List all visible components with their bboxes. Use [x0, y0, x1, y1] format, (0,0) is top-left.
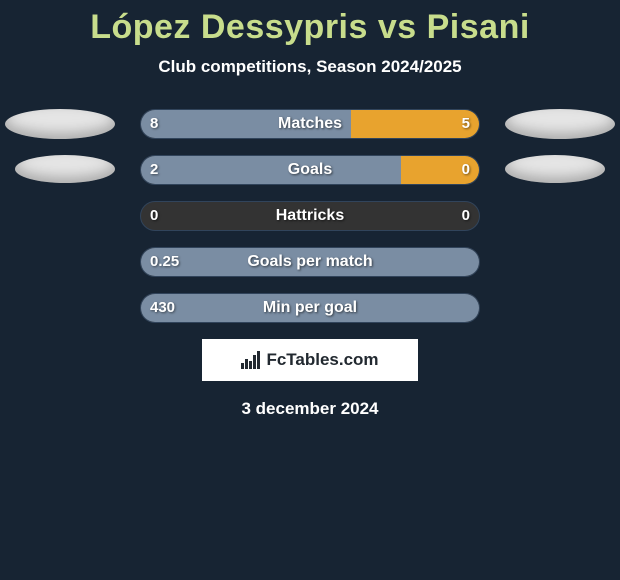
date-label: 3 december 2024: [0, 399, 620, 419]
credit-text: FcTables.com: [266, 350, 378, 370]
subtitle: Club competitions, Season 2024/2025: [0, 57, 620, 77]
stat-row-matches: 8 Matches 5: [0, 109, 620, 139]
stat-row-hattricks: 0 Hattricks 0: [0, 201, 620, 231]
stat-value-right: 5: [462, 109, 470, 139]
stat-label: Min per goal: [140, 293, 480, 323]
stat-value-right: 0: [462, 155, 470, 185]
stat-label: Hattricks: [140, 201, 480, 231]
stat-label: Goals per match: [140, 247, 480, 277]
stat-row-goals: 2 Goals 0: [0, 155, 620, 185]
stat-label: Matches: [140, 109, 480, 139]
stat-value-right: 0: [462, 201, 470, 231]
stat-row-goals-per-match: 0.25 Goals per match: [0, 247, 620, 277]
stats-container: 8 Matches 5 2 Goals 0 0 Hattricks 0 0.25…: [0, 109, 620, 323]
stat-row-min-per-goal: 430 Min per goal: [0, 293, 620, 323]
credit-badge: FcTables.com: [202, 339, 418, 381]
bar-chart-icon: [241, 351, 260, 369]
page-title: López Dessypris vs Pisani: [0, 0, 620, 47]
stat-label: Goals: [140, 155, 480, 185]
